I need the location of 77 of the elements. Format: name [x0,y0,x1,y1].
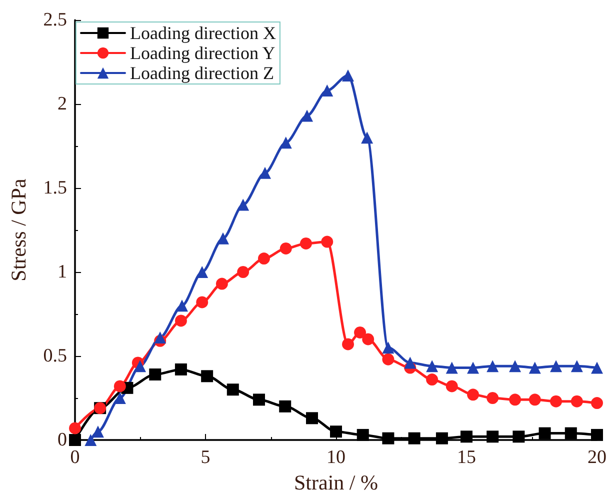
point [237,266,250,278]
y-tick-label: 2.5 [43,10,67,30]
point [460,430,472,443]
point [591,428,603,441]
point [280,242,292,254]
point [356,428,369,441]
point [570,360,583,372]
point [342,338,354,350]
x-tick-label: 15 [457,447,476,468]
legend-label: Loading direction X [130,23,276,43]
x-axis-title: Strain / % [294,470,378,494]
point [259,166,272,179]
point [538,427,551,440]
point [550,395,562,408]
point [196,266,208,278]
x-tick-label: 10 [326,447,346,468]
point [154,332,166,344]
point [201,370,214,382]
legend-label: Loading direction Z [130,63,274,83]
point [509,360,522,372]
point [361,132,374,144]
point [149,368,162,380]
point [342,69,354,82]
point [564,427,577,440]
point [306,412,318,424]
point [591,397,603,410]
point [404,356,416,369]
point [321,236,334,248]
point [426,360,438,372]
point [196,296,208,308]
point [174,314,187,327]
point [354,326,366,338]
point [446,380,458,392]
point [382,432,394,444]
point [528,394,541,406]
point [226,384,239,396]
point [176,300,188,312]
point [446,362,458,374]
y-tick-label: 1 [58,262,67,282]
x-tick-label: 5 [200,447,210,468]
point [300,237,312,250]
point [408,432,420,444]
point [114,380,126,392]
y-axis-title: Stress / GPa [6,178,30,282]
point [301,110,314,122]
point [467,388,480,401]
point [570,395,583,408]
point [509,394,522,406]
point [69,434,81,446]
point [382,342,394,354]
point [436,432,448,444]
x-tick-label: 20 [588,447,606,468]
point [321,84,334,97]
point [550,360,562,372]
point [174,363,187,376]
point [467,362,480,374]
point [362,333,374,346]
y-tick-label: 1.5 [43,178,67,198]
point [84,434,97,446]
point [382,353,394,366]
y-tick-label: 2 [58,94,67,114]
point [253,394,266,406]
y-tick-label: 0.5 [43,346,67,366]
point [426,374,438,386]
point [486,392,499,404]
point [528,362,541,374]
point [258,252,270,265]
point [216,278,228,290]
point [486,360,499,372]
point [279,400,292,412]
point [330,426,342,438]
point [486,430,499,443]
point [512,430,525,443]
point [69,422,81,434]
point [591,362,603,374]
legend-label: Loading direction Y [130,43,276,63]
y-tick-label: 0 [58,430,67,450]
